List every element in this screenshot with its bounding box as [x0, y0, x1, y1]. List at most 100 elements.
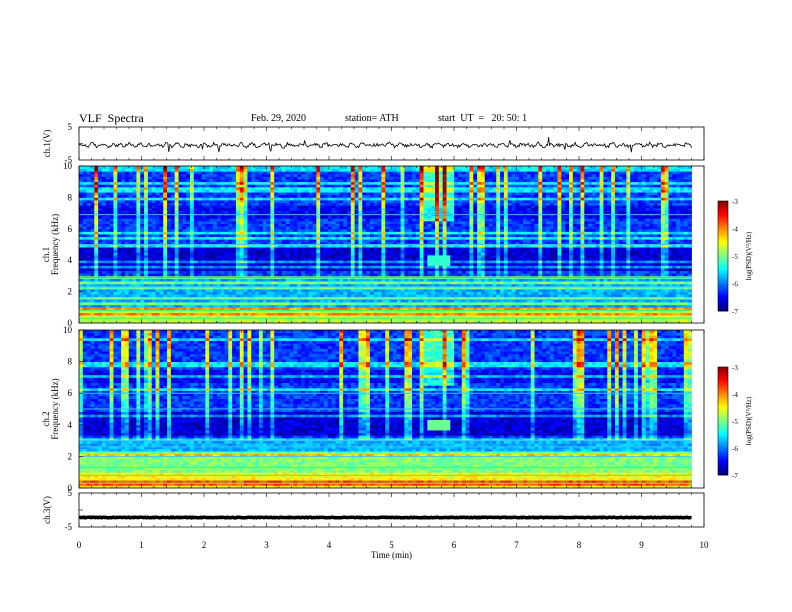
- spectrogram-cell: [274, 254, 279, 258]
- spectrogram-cell: [239, 176, 245, 180]
- spectrogram-cell: [278, 286, 283, 290]
- spectrogram-cell: [98, 181, 103, 185]
- spectrogram-cell: [239, 307, 245, 311]
- spectrogram-cell: [109, 283, 114, 287]
- spectrogram-cell: [128, 254, 133, 258]
- spectrogram-cell: [258, 194, 264, 198]
- spectrogram-cell: [362, 176, 367, 180]
- spectrogram-cell: [155, 291, 160, 295]
- spectrogram-cell: [335, 236, 340, 240]
- spectrogram-cell: [159, 202, 164, 206]
- spectrogram-cell: [136, 220, 141, 224]
- spectrogram-cell: [109, 189, 114, 193]
- spectrogram-cell: [117, 181, 122, 185]
- spectrogram-cell: [101, 197, 107, 201]
- spectrogram-cell: [159, 197, 164, 201]
- spectrogram-cell: [90, 220, 95, 224]
- spectrogram-cell: [385, 257, 390, 261]
- spectrogram-cell: [159, 294, 164, 298]
- spectrogram-cell: [201, 291, 206, 295]
- spectrogram-cell: [301, 294, 306, 298]
- spectrogram-cell: [293, 218, 298, 222]
- spectrogram-cell: [186, 220, 191, 224]
- spectrogram-cell: [140, 186, 145, 190]
- spectrogram-cell: [362, 239, 367, 243]
- spectrogram-cell: [385, 226, 390, 230]
- spectrogram-cell: [251, 281, 256, 285]
- spectrogram-cell: [255, 304, 260, 308]
- spectrogram-cell: [293, 181, 298, 185]
- spectrogram-cell: [105, 260, 111, 264]
- spectrogram-cell: [105, 200, 111, 204]
- spectrogram-cell: [289, 223, 294, 227]
- spectrogram-cell: [117, 268, 122, 272]
- spectrogram-cell: [369, 294, 375, 298]
- spectrogram-cell: [239, 273, 245, 277]
- spectrogram-cell: [289, 265, 294, 269]
- spectrogram-cell: [209, 283, 214, 287]
- spectrogram-cell: [308, 181, 313, 185]
- spectrogram-cell: [98, 189, 103, 193]
- spectrogram-cell: [79, 205, 84, 209]
- spectrogram-cell: [297, 281, 302, 285]
- spectrogram-cell: [297, 194, 302, 198]
- spectrogram-cell: [190, 249, 195, 253]
- spectrogram-cell: [94, 192, 99, 196]
- spectrogram-cell: [362, 181, 367, 185]
- spectrogram-cell: [228, 244, 233, 248]
- spectrogram-cell: [124, 296, 130, 300]
- spectrogram-cell: [339, 307, 344, 311]
- spectrogram-cell: [304, 184, 310, 188]
- spectrogram-cell: [90, 281, 95, 285]
- spectrogram-cell: [358, 304, 363, 308]
- spectrogram-cell: [178, 176, 183, 180]
- spectrogram-cell: [381, 254, 386, 258]
- spectrogram-cell: [262, 197, 267, 201]
- spectrogram-cell: [281, 262, 287, 266]
- spectrogram-cell: [98, 202, 103, 206]
- spectrogram-cell: [147, 215, 153, 219]
- spectrogram-cell: [320, 299, 325, 303]
- spectrogram-cell: [178, 249, 183, 253]
- spectrogram-cell: [373, 223, 378, 227]
- spectrogram-cell: [297, 239, 302, 243]
- spectrogram-cell: [155, 296, 160, 300]
- spectrogram-cell: [331, 220, 336, 224]
- spectrogram-cell: [262, 200, 267, 204]
- spectrogram-cell: [327, 226, 333, 230]
- spectrogram-cell: [224, 231, 229, 235]
- spectrogram-cell: [186, 223, 191, 227]
- spectrogram-cell: [289, 291, 294, 295]
- spectrogram-cell: [136, 194, 141, 198]
- spectrogram-cell: [366, 220, 371, 224]
- spectrogram-cell: [174, 247, 179, 251]
- spectrogram-cell: [285, 239, 290, 243]
- spectrogram-cell: [98, 273, 103, 277]
- spectrogram-cell: [301, 234, 306, 238]
- spectrogram-cell: [335, 181, 340, 185]
- spectrogram-cell: [243, 288, 248, 292]
- spectrogram-cell: [377, 168, 382, 172]
- spectrogram-cell: [155, 260, 160, 264]
- spectrogram-cell: [316, 273, 321, 277]
- spectrogram-cell: [144, 234, 149, 238]
- spectrogram-cell: [232, 207, 237, 211]
- spectrogram-cell: [243, 197, 248, 201]
- spectrogram-cell: [205, 168, 210, 172]
- spectrogram-cell: [358, 166, 363, 170]
- spectrogram-cell: [297, 223, 302, 227]
- spectrogram-cell: [350, 252, 356, 256]
- spectrogram-cell: [377, 239, 382, 243]
- spectrogram-cell: [270, 189, 275, 193]
- spectrogram-cell: [224, 192, 229, 196]
- spectrogram-cell: [163, 179, 168, 183]
- spectrogram-cell: [343, 166, 348, 170]
- spectrogram-cell: [209, 257, 214, 261]
- spectrogram-cell: [297, 210, 302, 214]
- spectrogram-cell: [182, 254, 187, 258]
- spectrogram-cell: [201, 286, 206, 290]
- spectrogram-cell: [324, 184, 329, 188]
- spectrogram-cell: [163, 186, 168, 190]
- spectrogram-cell: [174, 304, 179, 308]
- spectrogram-cell: [105, 249, 111, 253]
